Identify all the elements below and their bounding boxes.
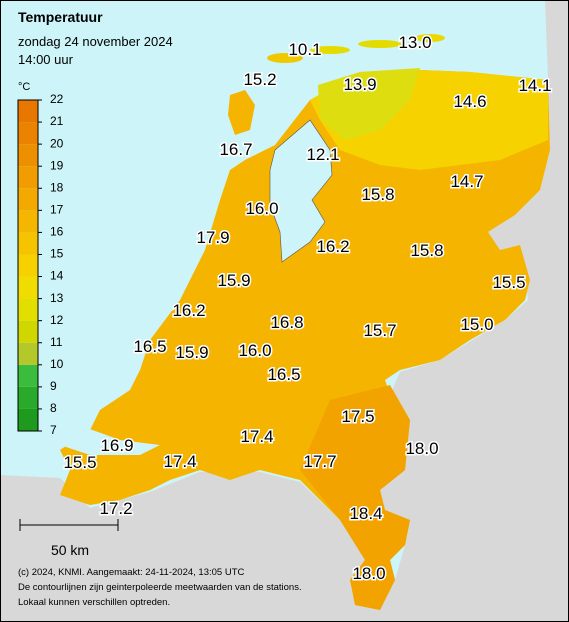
legend-band	[18, 166, 38, 189]
station-value: 17.4	[240, 427, 273, 446]
legend-tick-label: 16	[50, 225, 64, 239]
legend-band	[18, 386, 38, 409]
legend-band	[18, 254, 38, 277]
station-value: 10.1	[288, 40, 321, 59]
station-value: 17.7	[303, 452, 336, 471]
legend: 7 8 9 10 11 12 13 14 15 16 17 18 19 20 21 22	[17, 92, 64, 437]
legend-band	[18, 100, 38, 123]
station-value: 17.2	[99, 499, 132, 518]
station-value: 18.0	[405, 439, 438, 458]
station-value: 15.9	[175, 343, 208, 362]
legend-band	[18, 210, 38, 233]
station-value: 17.9	[196, 228, 229, 247]
station-value: 15.0	[460, 315, 493, 334]
legend-band	[18, 122, 38, 145]
ijsselmeer	[269, 119, 333, 263]
station-value: 16.2	[172, 301, 205, 320]
legend-band	[18, 408, 38, 431]
legend-tick-label: 10	[50, 357, 64, 371]
station-value: 13.9	[343, 75, 376, 94]
legend-band	[18, 276, 38, 299]
station-value: 16.5	[267, 365, 300, 384]
scale-label: 50 km	[51, 542, 89, 558]
legend-tick-label: 8	[50, 401, 57, 415]
legend-tick-label: 14	[50, 269, 64, 283]
station-value: 16.2	[316, 237, 349, 256]
legend-frame	[17, 99, 39, 432]
station-value: 15.8	[410, 241, 443, 260]
legend-tick-label: 13	[50, 291, 64, 305]
island	[310, 46, 350, 54]
island	[415, 34, 445, 42]
station-value: 17.4	[163, 452, 196, 471]
texel	[228, 90, 255, 135]
legend-band	[18, 364, 38, 387]
legend-tick-label: 11	[50, 335, 63, 349]
station-value: 16.0	[238, 341, 271, 360]
legend-tick-label: 20	[50, 136, 64, 150]
station-value: 12.1	[306, 145, 339, 164]
station-value: 14.7	[450, 172, 483, 191]
date: zondag 24 november 2024	[18, 34, 173, 49]
legend-tick-label: 15	[50, 247, 64, 261]
scheldt	[60, 420, 160, 455]
station-value: 15.5	[63, 453, 96, 472]
legend-tick-label: 9	[50, 379, 57, 393]
legend-band	[18, 342, 38, 365]
station-value: 13.0	[398, 33, 431, 52]
north-coldest	[318, 68, 420, 140]
station-value: 16.5	[133, 337, 166, 356]
legend-band	[18, 188, 38, 211]
station-value: 18.4	[349, 504, 382, 523]
time: 14:00 uur	[18, 52, 74, 67]
footer-line: (c) 2024, KNMI. Aangemaakt: 24-11-2024, …	[18, 567, 244, 578]
station-value: 15.8	[361, 185, 394, 204]
legend-tick-label: 21	[50, 114, 64, 128]
station-value: 15.5	[492, 273, 525, 292]
station-value: 14.1	[518, 76, 551, 95]
station-value: 15.7	[363, 321, 396, 340]
legend-band	[18, 144, 38, 167]
station-value: 16.0	[245, 199, 278, 218]
station-value: 18.0	[352, 564, 385, 583]
legend-band	[18, 320, 38, 343]
station-value: 15.2	[243, 70, 276, 89]
station-value: 16.9	[100, 436, 133, 455]
stations: 10.1 13.0 15.2 13.9 14.6 14.1 16.7 12.1 15.8 14.7…	[62, 32, 553, 585]
legend-tick-label: 7	[50, 423, 57, 437]
station-value: 15.9	[217, 271, 250, 290]
legend-tick-label: 19	[50, 158, 64, 172]
station-value: 14.6	[453, 92, 486, 111]
island	[267, 53, 303, 63]
unit: °C	[18, 81, 30, 93]
netherlands	[60, 70, 550, 610]
island	[358, 40, 402, 48]
legend-band	[18, 232, 38, 255]
legend-tick-label: 22	[50, 92, 64, 106]
title: Temperatuur	[18, 9, 103, 25]
station-value: 16.8	[270, 313, 303, 332]
footer-line: De contourlijnen zijn geinterpoleerde me…	[18, 582, 302, 593]
legend-band	[18, 298, 38, 321]
legend-tick-label: 18	[50, 180, 64, 194]
station-value: 17.5	[341, 407, 374, 426]
station-value: 16.7	[219, 140, 252, 159]
legend-tick-label: 12	[50, 313, 64, 327]
south-warm	[300, 385, 410, 610]
legend-tick-label: 17	[50, 203, 64, 217]
footer-line: Lokaal kunnen verschillen optreden.	[18, 597, 170, 608]
